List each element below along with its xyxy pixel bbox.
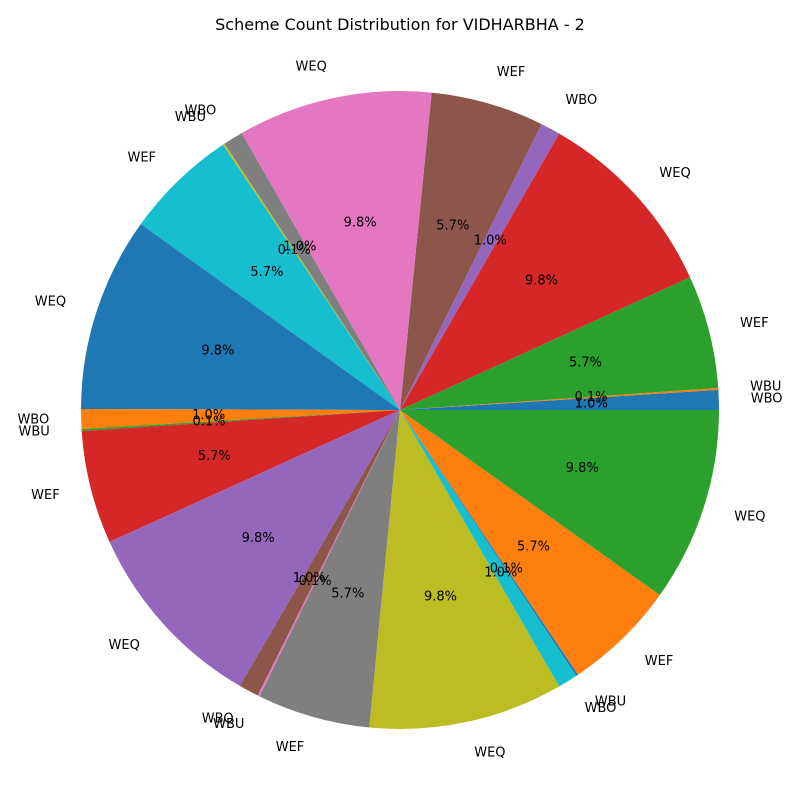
pie-slice-weq <box>81 224 400 410</box>
pie-slice-wef <box>400 277 719 410</box>
slice-percent-label: 0.1% <box>299 574 332 589</box>
pie-slice-weq <box>109 410 400 686</box>
slice-label: WEF <box>276 740 305 755</box>
slice-label: WBU <box>19 425 50 440</box>
pie-slice-wbo <box>224 133 400 410</box>
pie-slice-wbo <box>239 410 400 696</box>
pie-slice-wbo <box>80 408 401 430</box>
pie-slice-wbo <box>400 410 577 687</box>
slice-percent-label: 1.0% <box>192 408 225 423</box>
pie-slice-wef <box>259 410 400 728</box>
slice-percent-label: 1.0% <box>293 571 326 586</box>
slice-percent-label: 0.1% <box>278 243 311 258</box>
slice-percent-label: 9.8% <box>242 531 275 546</box>
pie-slice-wef <box>400 410 660 675</box>
slice-percent-label: 5.7% <box>517 540 550 555</box>
chart-title: Scheme Count Distribution for VIDHARBHA … <box>215 15 585 34</box>
pie-slice-wbu <box>257 410 400 697</box>
pie-slice-wbu <box>81 410 400 432</box>
percent-labels: 1.0%0.1%5.7%9.8%1.0%5.7%9.8%1.0%0.1%5.7%… <box>192 215 608 604</box>
slice-percent-label: 0.1% <box>490 562 523 577</box>
pie-slice-weq <box>400 133 691 410</box>
slice-label: WEQ <box>734 509 765 524</box>
slice-percent-label: 5.7% <box>198 449 231 464</box>
pie-slice-wef <box>400 92 542 410</box>
slice-percent-label: 0.1% <box>192 415 225 430</box>
slice-label: WEQ <box>296 59 327 74</box>
pie-slice-wbo <box>400 389 719 410</box>
slice-percent-label: 9.8% <box>525 274 558 289</box>
slice-percent-label: 0.1% <box>574 390 607 405</box>
slice-percent-label: 1.0% <box>283 239 316 254</box>
pie-slice-weq <box>241 91 432 410</box>
slice-percent-label: 5.7% <box>250 265 283 280</box>
slice-percent-label: 5.7% <box>569 355 602 370</box>
slice-label: WBO <box>565 93 597 108</box>
slice-percent-label: 1.0% <box>474 234 507 249</box>
pie-slice-wbu <box>400 387 719 410</box>
slice-percent-label: 9.8% <box>424 590 457 605</box>
slice-label: WEQ <box>35 295 66 310</box>
slice-label: WEF <box>31 488 60 503</box>
slice-label: WBO <box>17 412 49 427</box>
slice-percent-label: 9.8% <box>201 344 234 359</box>
slice-label: WEQ <box>474 745 505 760</box>
slice-label: WBU <box>595 694 626 709</box>
slice-label: WEF <box>497 65 526 80</box>
slice-percent-label: 5.7% <box>436 219 469 234</box>
slice-label: WEF <box>740 316 769 331</box>
slice-percent-label: 1.0% <box>575 396 608 411</box>
pie-slices <box>80 91 719 729</box>
pie-slice-wbo <box>400 124 560 410</box>
slice-label: WBU <box>213 717 244 732</box>
pie-slice-weq <box>369 410 560 729</box>
slice-label: WEQ <box>659 166 690 181</box>
slice-label: WEF <box>127 150 156 165</box>
slice-label: WBO <box>185 104 217 119</box>
pie-slice-wbu <box>222 143 400 411</box>
slice-percent-label: 9.8% <box>566 461 599 476</box>
slice-percent-label: 5.7% <box>331 587 364 602</box>
slice-label: WBU <box>175 110 206 125</box>
slice-label: WBU <box>750 379 781 394</box>
slice-label: WBO <box>202 711 234 726</box>
pie-slice-weq <box>400 410 719 596</box>
slice-label: WBO <box>585 701 617 716</box>
pie-slice-wef <box>81 410 400 542</box>
slice-label: WEF <box>645 654 674 669</box>
pie-slice-wbu <box>400 410 579 676</box>
slice-percent-label: 9.8% <box>344 215 377 230</box>
pie-slice-wef <box>140 144 401 411</box>
category-labels: WBOWBUWEFWEQWBOWEFWEQWBOWBUWEFWEQWBOWBUW… <box>17 59 782 760</box>
slice-label: WBO <box>751 391 783 406</box>
slice-percent-label: 1.0% <box>484 565 517 580</box>
slice-label: WEQ <box>109 638 140 653</box>
